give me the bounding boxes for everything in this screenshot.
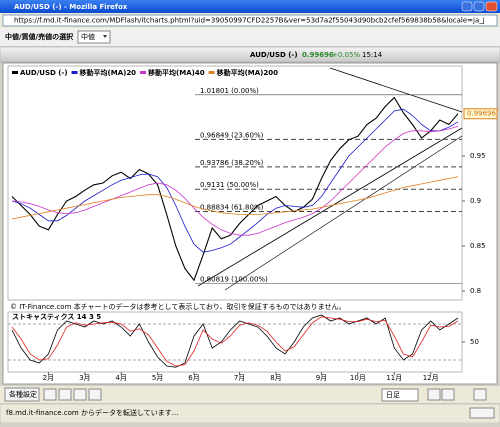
legend-swatch	[12, 71, 18, 74]
legend-swatch	[71, 71, 78, 74]
price-select-label: 中値/買値/売値の選択	[5, 32, 74, 41]
legend-label: AUD/USD (-)	[20, 69, 68, 77]
close-button[interactable]	[485, 1, 498, 12]
bottom-toolbar	[0, 386, 500, 403]
quote-bar	[0, 46, 500, 63]
x-tick-label: 5月	[152, 374, 163, 382]
trend-line-channel	[224, 135, 463, 291]
minimize-button[interactable]	[461, 1, 473, 12]
chart-area	[2, 62, 498, 385]
fib-label: 0.88834 (61.80%)	[200, 203, 264, 211]
x-tick-label: 2月	[43, 374, 54, 382]
y-tick-label: 0.95	[470, 152, 486, 160]
price-badge	[463, 108, 498, 120]
fib-label: 0.93786 (38.20%)	[200, 159, 264, 167]
x-tick-label: 10月	[350, 374, 366, 382]
legend-label: 移動平均(MA)20	[80, 68, 137, 77]
fib-label: 1.01801 (0.00%)	[200, 87, 259, 95]
x-tick-label: 6月	[188, 374, 199, 382]
legend-swatch	[208, 71, 215, 74]
period-label: 日足	[386, 391, 400, 399]
url-clip: https://f.md.it-finance.com/MDFlash/itch…	[14, 17, 500, 25]
toolbar	[0, 28, 500, 46]
icon-button[interactable]	[43, 388, 57, 401]
status-icon	[469, 407, 495, 419]
legend-label: 移動平均(MA)40	[148, 68, 205, 77]
series-line	[11, 316, 459, 367]
x-tick-label: 4月	[115, 374, 126, 382]
fib-label: 0.96849 (23.60%)	[200, 131, 264, 139]
series-line	[11, 176, 459, 220]
x-tick-label: 12月	[423, 374, 439, 382]
window-title: AUD/USD (-) - Mozilla Firefox	[14, 3, 128, 11]
title-bar	[0, 0, 500, 13]
price-badge-label: 0.99696	[467, 110, 496, 118]
status-text: f8.md.it-finance.com からデータを転送しています...	[6, 408, 178, 417]
footer-note: © IT-Finance.com 本チャートのデータは参考として表示しており、取…	[10, 302, 345, 311]
icon-button[interactable]	[73, 388, 87, 401]
time: 15:14	[362, 51, 383, 59]
fib-label: 0.80819 (100.00%)	[200, 276, 268, 284]
scroll-left[interactable]	[427, 388, 441, 401]
series-line	[11, 108, 459, 253]
trend-line-lower	[197, 127, 463, 287]
x-tick-label: 8月	[270, 374, 281, 382]
y-tick-label: 50	[470, 338, 479, 346]
icon-button[interactable]	[88, 388, 102, 401]
y-tick-label: 0.85	[470, 242, 486, 250]
url: https://f.md.it-finance.com/MDFlash/itch…	[14, 17, 500, 25]
series-line	[11, 125, 459, 236]
maximize-button[interactable]	[473, 1, 485, 12]
y-tick-label: 0.8	[470, 287, 481, 295]
zoom-button[interactable]	[473, 388, 487, 401]
legend-label: 移動平均(MA)200	[217, 68, 279, 77]
y-tick-label: 0.9	[470, 197, 481, 205]
symbol: AUD/USD (-)	[250, 51, 298, 59]
scroll-right[interactable]	[441, 388, 455, 401]
x-tick-label: 11月	[386, 374, 402, 382]
dropdown-arrow	[103, 35, 107, 38]
price: 0.99696	[302, 51, 334, 59]
legend-swatch	[140, 71, 147, 74]
x-tick-label: 7月	[234, 374, 245, 382]
period-select[interactable]	[381, 388, 419, 402]
price-select[interactable]	[77, 30, 111, 44]
change: +0.05%	[332, 51, 360, 59]
address-bar[interactable]	[2, 14, 498, 27]
panel-title: ストキャスティクス 14 3 5	[12, 312, 101, 321]
settings-label: 各種設定	[9, 390, 37, 399]
fib-label: 0.9131 (50.00%)	[200, 181, 259, 189]
icon-button[interactable]	[58, 388, 72, 401]
series-line	[11, 314, 459, 368]
series-line	[11, 96, 459, 282]
price-select-value: 中値	[81, 32, 95, 41]
settings-button[interactable]	[4, 387, 40, 402]
price-plot-frame	[7, 65, 463, 301]
x-tick-label: 9月	[316, 374, 327, 382]
trend-line-upper	[329, 67, 463, 113]
x-tick-label: 3月	[79, 374, 90, 382]
